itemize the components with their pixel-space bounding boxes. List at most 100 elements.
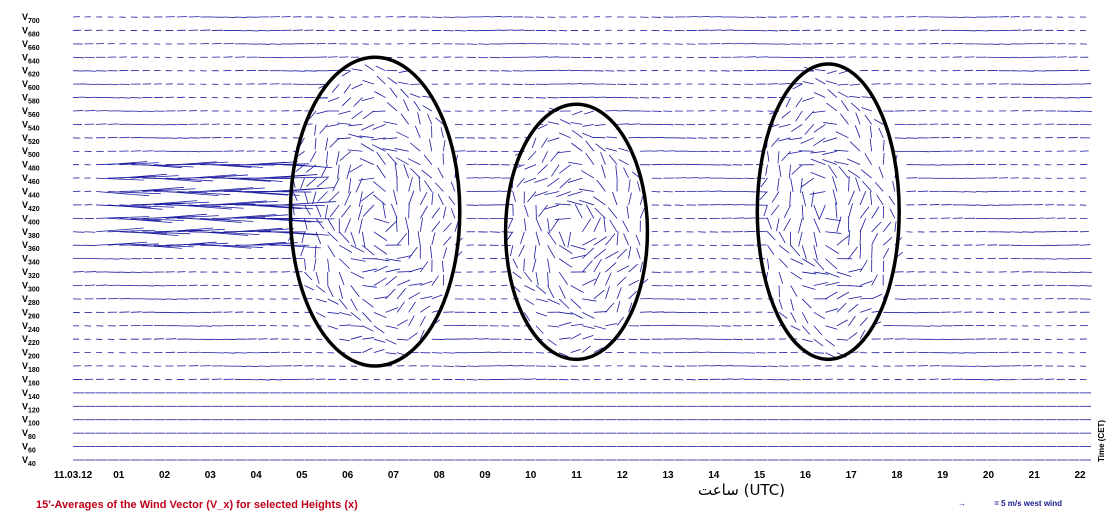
wind-vector <box>188 174 237 179</box>
wind-vector <box>454 365 467 367</box>
wind-vector <box>847 169 861 179</box>
wind-vector <box>570 122 583 125</box>
wind-vector <box>153 213 207 219</box>
wind-vector <box>177 241 217 246</box>
wind-vector <box>825 291 838 300</box>
wind-vector <box>177 150 190 153</box>
wind-vector <box>825 325 838 330</box>
wind-vector <box>871 221 882 233</box>
wind-vector <box>825 271 840 278</box>
wind-vector <box>860 169 872 179</box>
wind-vector <box>582 345 591 353</box>
wind-vector <box>559 69 571 72</box>
wind-vector <box>572 110 583 116</box>
wind-vector <box>419 260 429 273</box>
wind-vector <box>574 203 583 219</box>
wind-vector <box>394 162 398 179</box>
wind-vector <box>558 352 569 358</box>
wind-vector <box>618 159 629 166</box>
wind-vector <box>593 325 606 330</box>
wind-vector <box>871 274 878 286</box>
wind-vector <box>813 258 825 271</box>
wind-vector <box>813 92 826 98</box>
wind-vector <box>869 191 873 205</box>
y-tick-label: V100 <box>22 415 40 428</box>
wind-vector <box>362 80 375 85</box>
wind-vector <box>840 113 849 125</box>
wind-vector <box>350 312 362 321</box>
y-tick-label: V400 <box>22 213 40 226</box>
wind-vector <box>431 16 443 18</box>
wind-vector <box>582 237 597 246</box>
wind-vector <box>567 177 583 183</box>
wind-vector <box>395 157 409 166</box>
wind-vector <box>326 124 340 128</box>
wind-vector <box>130 217 184 222</box>
wind-vector <box>778 298 783 310</box>
wind-vector <box>600 152 606 165</box>
wind-vector <box>791 164 803 175</box>
wind-vector <box>813 231 818 248</box>
wind-vector <box>800 137 814 144</box>
wind-vector <box>387 77 398 85</box>
wind-vector <box>431 294 443 300</box>
wind-vector <box>350 298 358 311</box>
wind-vector <box>510 245 514 257</box>
wind-vector <box>813 282 828 286</box>
wind-vector <box>327 231 339 242</box>
wind-vector <box>317 191 328 202</box>
y-tick-label: V560 <box>22 106 40 119</box>
wind-vector <box>639 207 645 219</box>
wind-vector <box>410 167 421 179</box>
wind-vector <box>810 171 826 179</box>
wind-vector <box>314 245 317 259</box>
wind-vector <box>836 216 842 232</box>
wind-vector <box>142 110 154 112</box>
wind-vector <box>777 178 780 191</box>
wind-vector <box>434 182 444 192</box>
wind-vector <box>501 29 514 31</box>
wind-vector <box>339 311 352 316</box>
wind-vector <box>790 298 795 311</box>
wind-vector <box>1056 97 1069 99</box>
wind-vector <box>512 285 521 293</box>
wind-vector <box>223 352 236 354</box>
wind-vector <box>859 280 873 286</box>
wind-vector <box>570 83 583 85</box>
wind-vector <box>304 271 313 281</box>
wind-vector <box>107 191 161 195</box>
wind-vector <box>331 83 340 93</box>
wind-vector <box>964 30 977 32</box>
wind-vector <box>813 352 825 354</box>
wind-vector <box>177 161 217 166</box>
wind-vector <box>424 180 433 192</box>
wind-vector <box>359 135 374 139</box>
wind-vector <box>952 16 965 18</box>
wind-vector <box>813 204 820 220</box>
wind-vector <box>812 110 826 113</box>
wind-vector <box>292 204 295 216</box>
wind-vector <box>337 164 340 179</box>
wind-vector <box>478 351 490 354</box>
wind-vector <box>450 181 456 192</box>
wind-vector <box>848 303 859 313</box>
wind-vector <box>350 325 364 327</box>
wind-vector <box>755 365 768 367</box>
legend-text: = 5 m/s west wind <box>994 499 1063 508</box>
wind-vector <box>408 332 418 340</box>
y-tick-label: V160 <box>22 374 40 387</box>
wind-vector <box>316 177 328 188</box>
wind-vector <box>556 191 571 198</box>
wind-vector <box>825 281 840 286</box>
wind-vector <box>329 204 340 218</box>
wind-vector <box>1068 271 1081 274</box>
wind-vector <box>987 379 1000 381</box>
wind-vector <box>583 110 594 115</box>
wind-vector <box>385 268 401 273</box>
wind-vector <box>541 151 548 163</box>
wind-vector <box>721 378 733 380</box>
wind-vector <box>783 204 791 218</box>
wind-vector <box>813 137 826 147</box>
wind-vector <box>608 154 618 165</box>
wind-vector <box>721 29 734 31</box>
